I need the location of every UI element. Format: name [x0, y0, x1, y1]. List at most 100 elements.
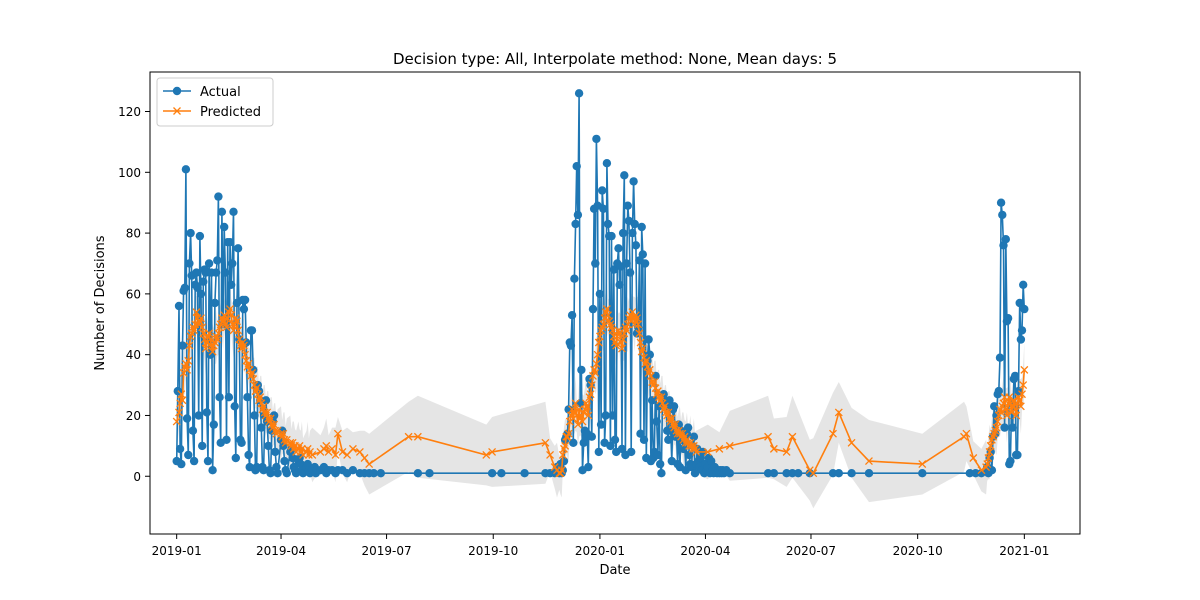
predicted-point [594, 338, 603, 347]
predicted-point [592, 359, 601, 368]
predicted-point [558, 451, 567, 459]
actual-point [656, 459, 665, 469]
actual-point [203, 456, 213, 466]
y-tick-label: 20 [126, 409, 141, 423]
actual-point [211, 268, 221, 277]
predicted-point [252, 384, 261, 393]
predicted-point [557, 466, 566, 475]
predicted-point [650, 378, 659, 386]
actual-point [629, 177, 638, 186]
predicted-point [177, 390, 186, 399]
actual-point [596, 420, 606, 429]
predicted-point [1001, 405, 1010, 414]
actual-point [252, 462, 261, 472]
actual-point [273, 469, 282, 478]
actual-point [847, 469, 856, 478]
chart-title: Decision type: All, Interpolate method: … [393, 50, 837, 68]
actual-point [573, 210, 583, 220]
predicted-point [178, 396, 187, 405]
x-tick-label: 2019-04 [256, 544, 306, 558]
predicted-point [183, 365, 192, 374]
actual-point [637, 222, 646, 232]
predicted-point [546, 451, 555, 459]
predicted-point [609, 332, 618, 341]
x-tick-label: 2020-07 [786, 544, 836, 558]
predicted-point [834, 408, 843, 417]
actual-point [231, 453, 240, 463]
actual-point [571, 219, 580, 229]
predicted-point [599, 320, 608, 329]
predicted-point [279, 429, 288, 438]
predicted-point [969, 454, 978, 462]
actual-point [224, 393, 234, 402]
predicted-point [725, 441, 734, 450]
y-tick-label: 80 [126, 227, 141, 241]
predicted-point [248, 368, 257, 377]
predicted-point [227, 311, 236, 320]
actual-point [598, 186, 607, 195]
y-tick-label: 0 [133, 470, 141, 484]
actual-point [594, 447, 603, 457]
actual-point [193, 283, 202, 292]
predicted-point [977, 466, 986, 475]
actual-point [174, 301, 184, 311]
actual-point [250, 411, 259, 420]
predicted-point [983, 460, 992, 469]
actual-point [608, 411, 617, 420]
actual-point [690, 469, 700, 478]
actual-point [199, 277, 208, 286]
predicted-point [561, 441, 570, 450]
predicted-point [635, 329, 644, 338]
x-tick-label: 2020-01 [575, 544, 625, 558]
actual-point [769, 469, 779, 478]
actual-point [918, 469, 927, 478]
predicted-point [1020, 365, 1029, 374]
predicted-point [206, 335, 215, 344]
y-tick-label: 40 [126, 348, 141, 362]
predicted-point [488, 447, 497, 456]
predicted-point [241, 350, 250, 359]
predicted-point [591, 368, 600, 377]
actual-point [592, 134, 601, 144]
actual-point [591, 259, 600, 268]
actual-point [645, 350, 654, 359]
predicted-point [657, 393, 666, 402]
actual-point [413, 469, 423, 478]
predicted-point [918, 460, 927, 469]
actual-point [610, 435, 620, 444]
actual-point [271, 447, 280, 457]
actual-point [569, 438, 578, 447]
predicted-point [234, 326, 243, 335]
actual-point [640, 259, 650, 268]
actual-point [615, 280, 624, 289]
actual-point [1010, 371, 1020, 381]
predicted-point [191, 320, 200, 329]
predicted-point [365, 460, 374, 469]
actual-point [215, 393, 224, 402]
actual-point [636, 429, 645, 438]
actual-point [1015, 298, 1024, 308]
actual-point [1008, 423, 1017, 432]
actual-series-line [175, 93, 1026, 477]
actual-point [664, 435, 673, 444]
predicted-point [634, 320, 643, 329]
predicted-point [782, 447, 791, 456]
actual-point [204, 259, 214, 268]
actual-point [602, 159, 612, 168]
actual-point [574, 89, 584, 98]
predicted-point [619, 335, 628, 344]
actual-point [259, 466, 268, 475]
actual-point [237, 438, 246, 447]
actual-point [192, 268, 201, 277]
predicted-point [259, 402, 268, 411]
predicted-point [1012, 411, 1021, 420]
actual-point [623, 201, 632, 210]
actual-point [201, 268, 210, 277]
actual-point [188, 426, 198, 435]
predicted-point [638, 344, 647, 353]
actual-point [638, 250, 647, 259]
actual-point [588, 304, 598, 314]
x-tick-label: 2019-01 [152, 544, 202, 558]
predicted-point [205, 329, 214, 338]
actual-point [264, 441, 273, 451]
